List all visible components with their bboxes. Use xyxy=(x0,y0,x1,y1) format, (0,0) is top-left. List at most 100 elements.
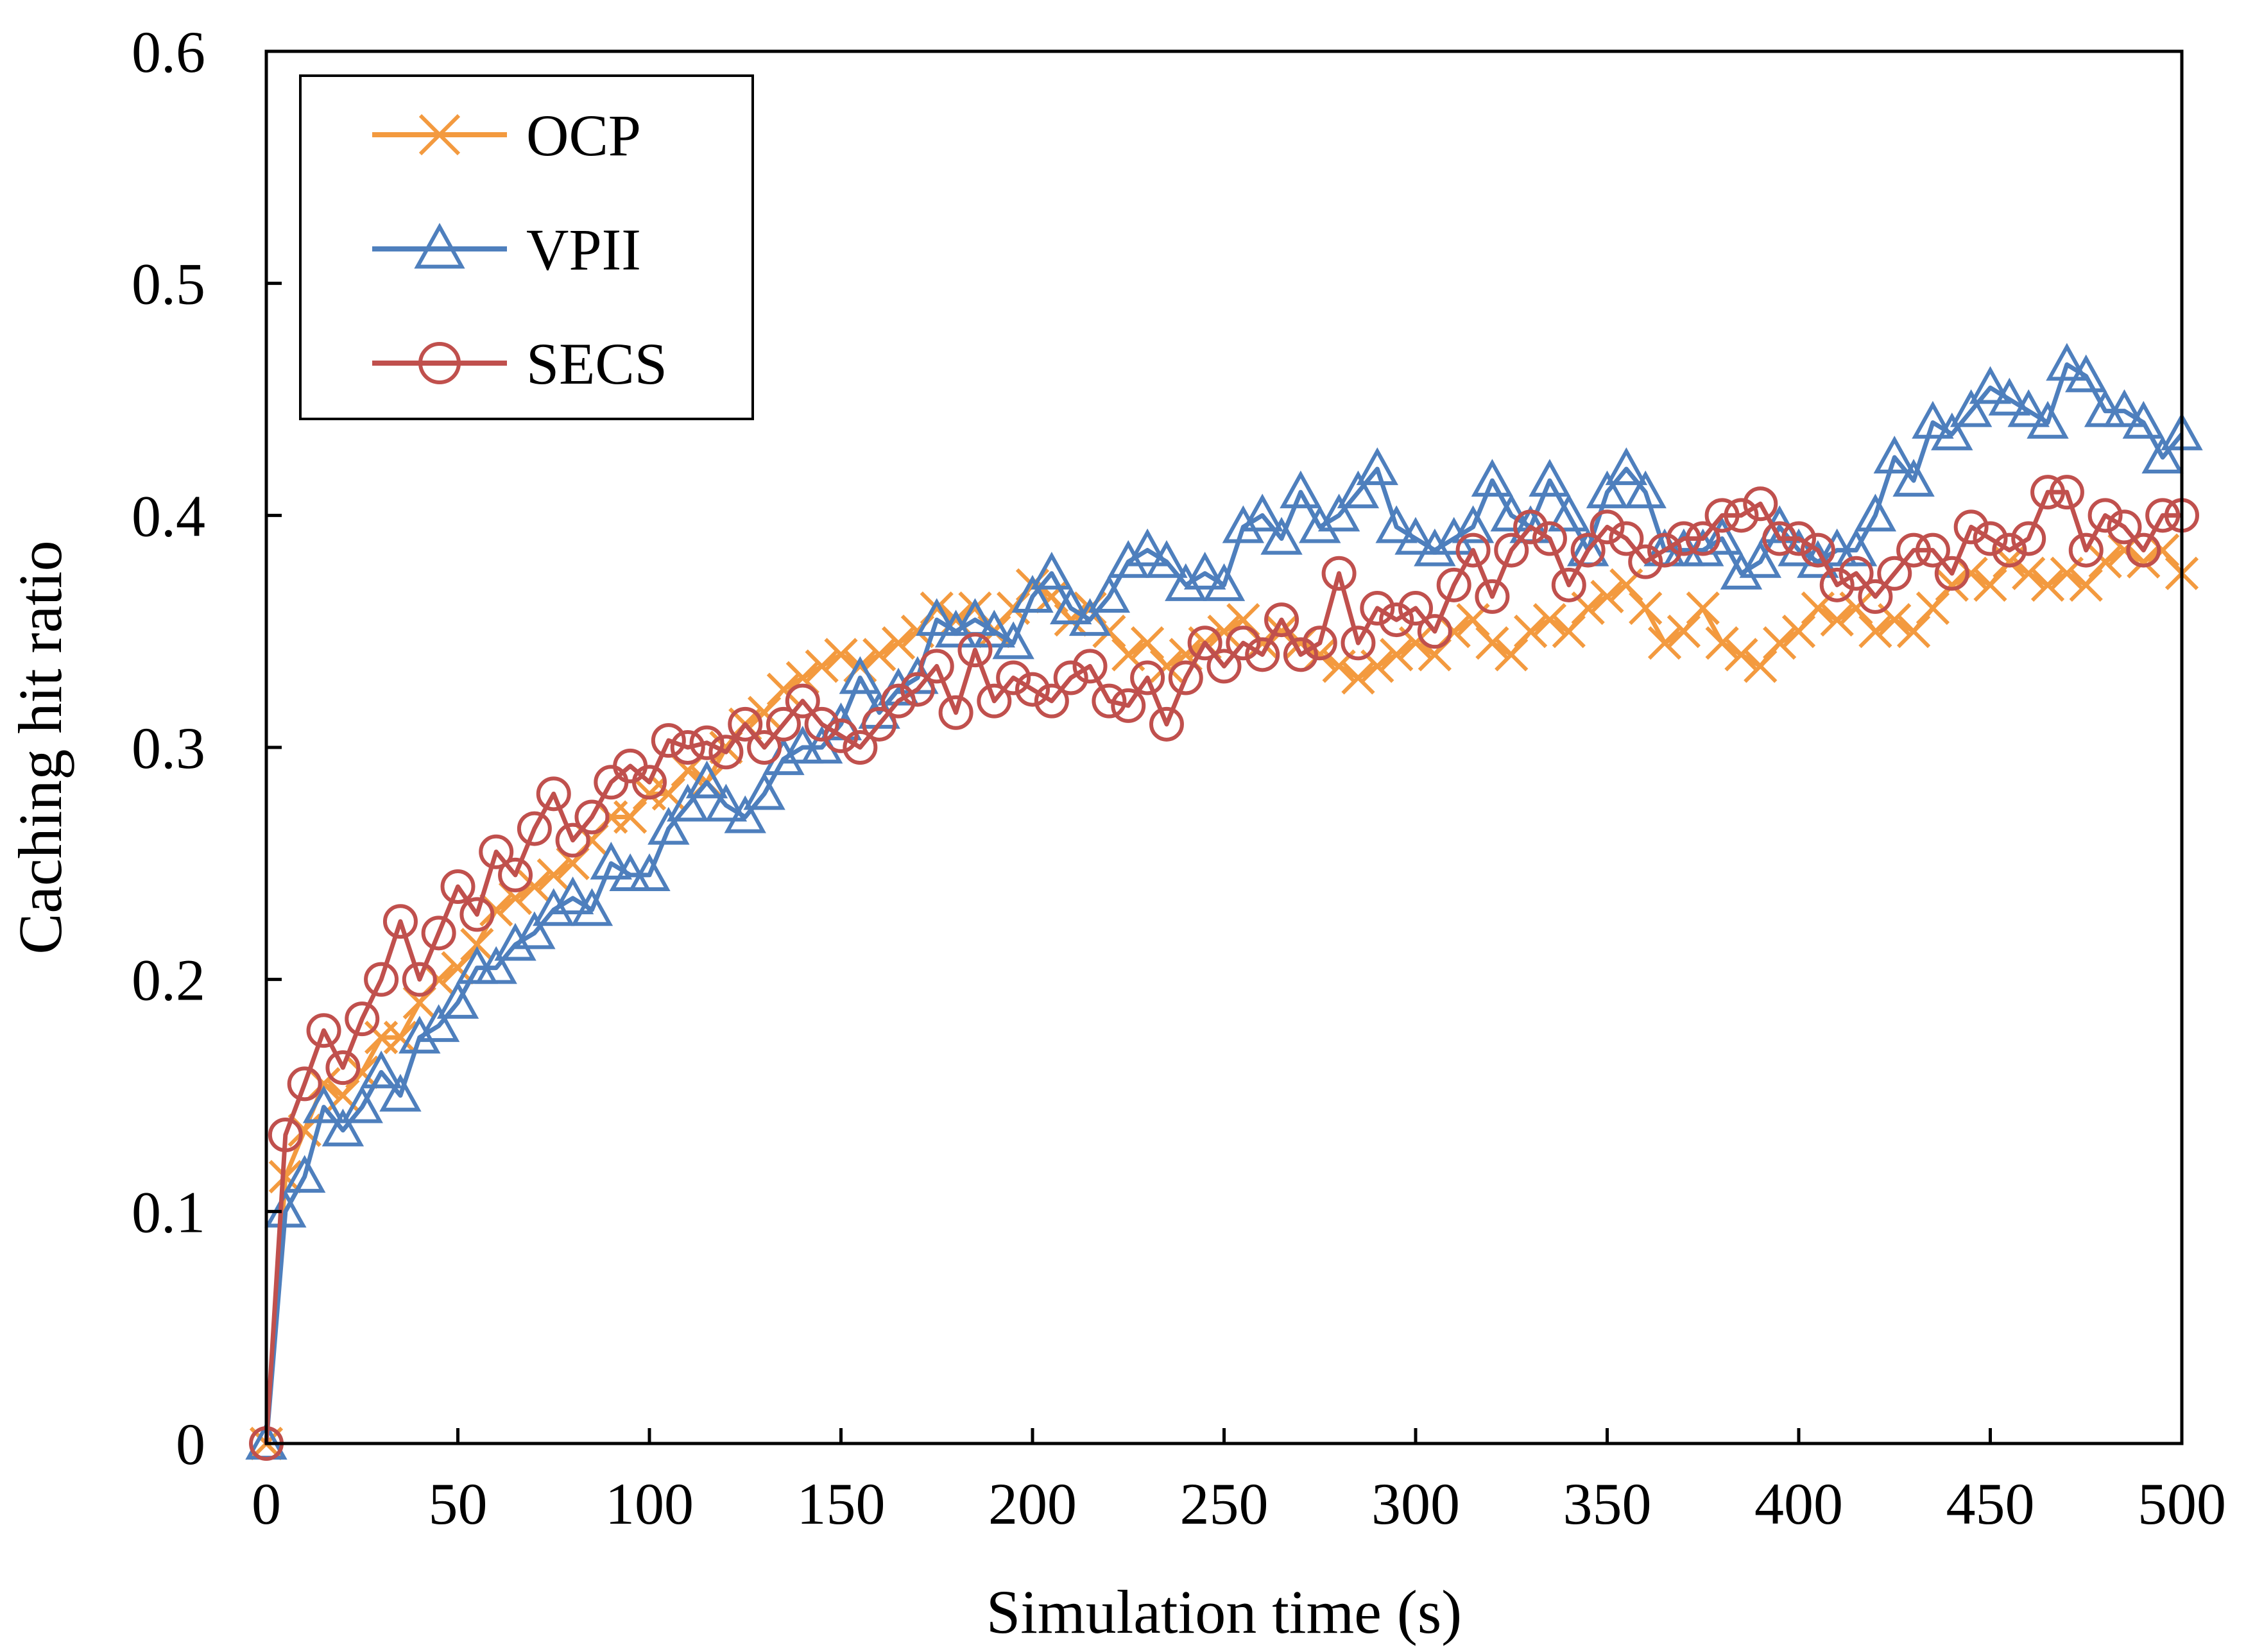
x-tick-label: 50 xyxy=(429,1471,488,1537)
data-point-secs xyxy=(632,765,667,800)
data-point-vpii xyxy=(1988,377,2031,416)
data-point-ocp xyxy=(1781,615,1816,649)
data-point-secs xyxy=(1532,521,1567,556)
legend-label: VPII xyxy=(526,217,641,282)
data-point-secs xyxy=(440,869,476,904)
data-point-vpii xyxy=(1414,528,1456,566)
data-point-ocp xyxy=(1647,626,1682,660)
legend-item-vpii: VPII xyxy=(372,217,641,282)
data-point-secs xyxy=(1704,498,1740,533)
data-point-vpii xyxy=(284,1155,326,1193)
axes-layer: 0 50 100 150 200 250 300 350 400 450 500 0 0.1 0.2 0.3… xyxy=(132,19,2226,1537)
data-point-vpii xyxy=(1471,459,1514,497)
data-point-secs xyxy=(1513,509,1548,545)
data-point-vpii xyxy=(436,981,479,1019)
data-point-secs xyxy=(1992,532,2027,568)
y-tick-label: 0 xyxy=(176,1411,205,1477)
data-point-secs xyxy=(345,1001,380,1037)
x-tick-label: 400 xyxy=(1754,1471,1843,1537)
data-point-secs xyxy=(747,730,782,765)
data-point-secs xyxy=(459,897,495,932)
data-point-secs xyxy=(1915,532,1950,568)
data-point-vpii xyxy=(264,1189,307,1228)
data-point-vpii xyxy=(1931,412,1973,450)
data-point-secs xyxy=(1379,602,1414,638)
data-point-secs xyxy=(382,904,418,939)
x-tick-label: 150 xyxy=(797,1471,886,1537)
data-point-vpii xyxy=(2141,436,2184,473)
data-point-secs xyxy=(536,776,571,812)
data-point-vpii xyxy=(1739,540,1781,578)
data-point-vpii xyxy=(570,888,613,926)
legend-marker xyxy=(414,223,465,269)
data-point-vpii xyxy=(1280,470,1322,509)
data-point-secs xyxy=(1762,521,1797,556)
data-point-secs xyxy=(2087,498,2123,533)
data-point-vpii xyxy=(1222,505,1265,543)
data-point-vpii xyxy=(1701,516,1744,555)
data-point-secs xyxy=(1360,591,1395,626)
data-point-secs xyxy=(957,633,993,668)
data-point-vpii xyxy=(724,795,766,833)
y-tick-label: 0.3 xyxy=(132,715,205,781)
data-point-ocp xyxy=(1475,626,1509,660)
x-tick-label: 450 xyxy=(1946,1471,2035,1537)
data-point-secs xyxy=(670,730,705,765)
data-point-secs xyxy=(823,718,859,753)
data-point-secs xyxy=(1092,683,1127,719)
data-point-vpii xyxy=(1529,459,1571,497)
data-point-secs xyxy=(364,962,399,997)
data-point-vpii xyxy=(1317,493,1360,532)
data-point-vpii xyxy=(1912,400,1954,439)
data-point-secs xyxy=(1034,683,1069,719)
y-axis-title: Caching hit ratio xyxy=(6,540,74,954)
data-point-secs xyxy=(1053,660,1088,695)
data-point-vpii xyxy=(1892,459,1935,497)
data-point-secs xyxy=(325,1050,361,1086)
data-point-ocp xyxy=(862,638,896,672)
data-point-secs xyxy=(881,683,916,719)
data-point-secs xyxy=(785,683,820,719)
data-point-secs xyxy=(1455,532,1491,568)
data-point-vpii xyxy=(417,1004,460,1043)
data-point-secs xyxy=(1226,626,1261,661)
data-point-secs xyxy=(1781,521,1816,556)
data-point-vpii xyxy=(2122,400,2165,439)
data-point-vpii xyxy=(2065,354,2107,393)
data-point-secs xyxy=(1666,521,1701,556)
data-point-vpii xyxy=(399,1016,441,1054)
data-point-vpii xyxy=(1337,470,1380,509)
data-point-ocp xyxy=(345,1055,379,1089)
data-point-secs xyxy=(1321,556,1357,591)
data-point-ocp xyxy=(1705,626,1739,660)
data-point-vpii xyxy=(590,842,632,880)
data-point-secs xyxy=(862,706,897,742)
data-point-secs xyxy=(1628,544,1663,579)
data-point-secs xyxy=(1283,637,1318,672)
data-point-vpii xyxy=(934,609,977,648)
data-point-ocp xyxy=(1724,638,1758,672)
data-point-secs xyxy=(1877,556,1912,591)
data-point-ocp xyxy=(1341,661,1375,695)
data-point-ocp xyxy=(1896,615,1931,649)
data-point-secs xyxy=(1724,498,1759,533)
data-point-ocp xyxy=(1820,602,1854,637)
data-point-vpii xyxy=(1720,551,1763,590)
data-point-vpii xyxy=(2046,343,2088,381)
data-point-secs xyxy=(421,915,456,951)
data-point-ocp xyxy=(460,928,494,962)
x-tick-label: 250 xyxy=(1180,1471,1269,1537)
data-point-ocp xyxy=(2069,568,2103,602)
data-point-vpii xyxy=(341,1085,383,1123)
data-point-ocp xyxy=(766,672,801,706)
data-point-vpii xyxy=(1950,389,1993,427)
data-point-vpii xyxy=(1375,505,1418,543)
series-secs xyxy=(249,475,2199,1461)
data-point-secs xyxy=(1858,579,1893,614)
data-point-secs xyxy=(555,822,590,858)
legend-marker xyxy=(418,342,461,384)
data-point-ocp xyxy=(1686,591,1720,626)
data-point-vpii xyxy=(321,1108,364,1146)
data-point-secs xyxy=(2011,521,2046,556)
x-axis-title: Simulation time (s) xyxy=(986,1578,1462,1646)
